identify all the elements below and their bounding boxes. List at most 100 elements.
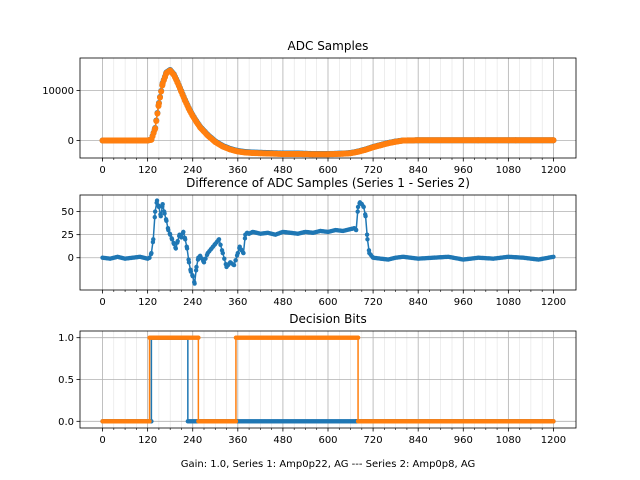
y-tick-label: 1.0 (58, 333, 74, 344)
series-1-point (152, 214, 157, 220)
series-1-point (216, 237, 222, 242)
y-tick-label: 10000 (42, 86, 74, 97)
chart-title: Decision Bits (289, 312, 366, 326)
series-1-point (188, 269, 194, 274)
x-tick-label: 840 (409, 435, 428, 446)
x-tick-label: 240 (183, 165, 202, 176)
y-tick-label: 0.5 (58, 375, 74, 386)
series-1-point (183, 237, 188, 242)
series-2-point (196, 335, 201, 340)
chart-2: 0 120 240 360 480 600 720 840 960 1080 1200 0 25 50 Di… (61, 176, 577, 308)
series-1-point (231, 262, 237, 268)
series-1-point (365, 237, 370, 242)
series-1-point (154, 198, 160, 203)
series-1-point (186, 260, 192, 265)
series-2-point (152, 125, 159, 132)
series-2-point (233, 419, 239, 424)
x-tick-label: 720 (364, 297, 383, 308)
series-1-point (364, 232, 370, 237)
x-tick-label: 960 (454, 435, 473, 446)
x-tick-label: 0 (99, 297, 105, 308)
x-tick-label: 1080 (496, 165, 521, 176)
x-tick-label: 720 (364, 165, 383, 176)
y-tick-label: 0.0 (58, 417, 74, 428)
series-1-point (179, 235, 184, 240)
x-tick-label: 1200 (541, 165, 566, 176)
series-1-point (192, 281, 197, 286)
series-2 (100, 335, 556, 424)
x-tick-label: 1200 (541, 435, 566, 446)
series-1-point (171, 241, 177, 247)
series-2-point (158, 88, 165, 95)
series-1-point (218, 242, 223, 248)
series-1-point (355, 204, 361, 210)
series-1 (100, 198, 556, 286)
chart-title: ADC Samples (288, 39, 369, 53)
x-tick-label: 120 (138, 435, 157, 446)
series-1-point (222, 256, 227, 261)
series-1-point (181, 229, 186, 235)
x-tick-label: 1200 (541, 297, 566, 308)
series-2-point (355, 335, 361, 340)
x-tick-label: 960 (454, 297, 473, 308)
y-tick-label: 0 (68, 253, 74, 264)
series-1-point (194, 264, 199, 270)
x-tick-label: 360 (228, 297, 247, 308)
chart-title: Difference of ADC Samples (Series 1 - Se… (186, 176, 470, 190)
series-1-point (169, 237, 175, 242)
series-1-point (151, 237, 156, 242)
series-1-point (241, 250, 246, 256)
x-tick-label: 360 (228, 435, 247, 446)
series-1-point (220, 250, 225, 256)
chart-3: 0 120 240 360 480 600 720 840 960 1080 1200 0.0 0.5 1… (58, 312, 577, 446)
series-1-point (363, 214, 368, 219)
series-1-point (149, 250, 154, 256)
series-1-point (233, 258, 238, 263)
x-tick-label: 960 (454, 165, 473, 176)
series-2-point (155, 100, 162, 107)
series-2-point (550, 137, 557, 144)
x-tick-label: 240 (183, 435, 202, 446)
series-2-point (147, 419, 152, 424)
series-1-point (175, 238, 180, 244)
series-1-point (184, 246, 190, 251)
series-1-point (147, 255, 152, 260)
series-1-point (158, 214, 163, 219)
figure-caption: Gain: 1.0, Series 1: Amp0p22, AG --- Ser… (181, 459, 476, 470)
series-2-point (551, 419, 556, 424)
x-tick-label: 720 (364, 435, 383, 446)
y-tick-label: 0 (68, 136, 74, 147)
series-1-point (166, 227, 171, 233)
series-2-point (157, 94, 164, 101)
series-1-point (160, 202, 165, 207)
chart-1: 0 120 240 360 480 600 720 840 960 1080 1200 0 10000 A… (42, 39, 577, 176)
x-tick-label: 480 (273, 165, 292, 176)
series-1-point (353, 227, 359, 233)
series-1-point (361, 204, 366, 210)
series-1-point (167, 232, 173, 237)
series-1-point (162, 211, 167, 216)
series-1-point (551, 254, 556, 259)
y-tick-label: 25 (61, 230, 74, 241)
x-tick-label: 360 (228, 165, 247, 176)
series-2 (99, 67, 557, 158)
x-tick-label: 1080 (496, 435, 521, 446)
series-1-point (203, 256, 208, 261)
series-1-point (156, 204, 162, 210)
series-1-point (152, 209, 158, 214)
series-1-point (201, 260, 207, 265)
x-tick-label: 840 (409, 165, 428, 176)
x-tick-label: 1080 (496, 297, 521, 308)
x-tick-label: 480 (273, 297, 292, 308)
series-1-point (164, 218, 169, 224)
series-1-point (190, 273, 195, 279)
series-1-point (173, 246, 179, 251)
series-1-point (242, 236, 248, 241)
x-tick-label: 600 (318, 297, 337, 308)
x-tick-label: 120 (138, 297, 157, 308)
x-tick-label: 480 (273, 435, 292, 446)
charts: 0 120 240 360 480 600 720 840 960 1080 1200010000A… (42, 39, 577, 446)
series-1-point (193, 268, 199, 273)
